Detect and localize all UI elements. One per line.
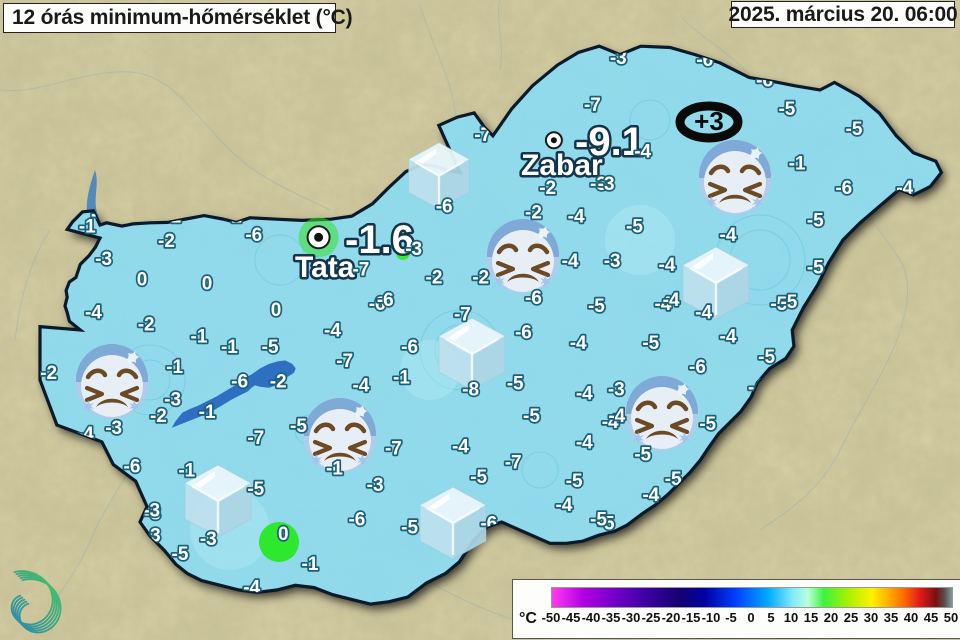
- svg-text:-1: -1: [191, 327, 208, 348]
- svg-text:Tata: Tata: [295, 251, 355, 284]
- svg-text:0: 0: [137, 270, 148, 291]
- svg-text:-5: -5: [262, 337, 279, 358]
- svg-text:+3: +3: [694, 106, 724, 136]
- svg-text:-4: -4: [634, 142, 651, 163]
- svg-text:-5: -5: [846, 119, 863, 140]
- svg-text:-3: -3: [604, 251, 621, 272]
- svg-text:-5: -5: [780, 292, 797, 313]
- svg-text:-2: -2: [426, 267, 443, 288]
- svg-text:-4: -4: [556, 495, 573, 516]
- svg-text:-4: -4: [562, 251, 579, 272]
- svg-text:-6: -6: [401, 337, 418, 358]
- svg-text:-4: -4: [576, 384, 593, 405]
- svg-text:-7: -7: [247, 428, 264, 449]
- svg-text:-4: -4: [568, 207, 585, 228]
- svg-text:-2: -2: [150, 406, 167, 427]
- svg-text:-2: -2: [472, 267, 489, 288]
- svg-text:-3: -3: [367, 475, 384, 496]
- svg-text:-6: -6: [245, 225, 262, 246]
- svg-text:-1: -1: [221, 337, 238, 358]
- svg-text:-1: -1: [302, 554, 319, 575]
- svg-text:-4: -4: [720, 225, 737, 246]
- svg-text:-4: -4: [659, 255, 676, 276]
- svg-text:-2: -2: [525, 202, 542, 223]
- svg-text:-5: -5: [588, 296, 605, 317]
- svg-text:-4: -4: [452, 436, 469, 457]
- svg-text:-5: -5: [523, 406, 540, 427]
- svg-text:-1: -1: [789, 154, 806, 175]
- svg-text:-4: -4: [720, 327, 737, 348]
- svg-text:-3: -3: [608, 380, 625, 401]
- svg-text:-5: -5: [807, 257, 824, 278]
- svg-text:-4: -4: [352, 375, 369, 396]
- svg-text:-5: -5: [290, 416, 307, 437]
- svg-text:-6: -6: [515, 323, 532, 344]
- svg-text:-3: -3: [598, 174, 615, 195]
- svg-text:-2: -2: [158, 231, 175, 252]
- svg-text:0: 0: [278, 524, 289, 545]
- svg-text:-4: -4: [570, 333, 587, 354]
- svg-text:-6: -6: [525, 288, 542, 309]
- svg-text:-5: -5: [699, 414, 716, 435]
- svg-text:-6: -6: [436, 196, 453, 217]
- svg-text:-3: -3: [200, 529, 217, 550]
- svg-text:-5: -5: [507, 373, 524, 394]
- svg-text:-5: -5: [401, 518, 418, 539]
- svg-text:-5: -5: [590, 510, 607, 531]
- svg-text:-5: -5: [566, 471, 583, 492]
- svg-text:-4: -4: [663, 290, 680, 311]
- svg-text:-3: -3: [405, 239, 422, 260]
- svg-text:-1: -1: [178, 461, 195, 482]
- svg-text:0: 0: [271, 300, 282, 321]
- svg-text:-2: -2: [138, 315, 155, 336]
- svg-text:-7: -7: [505, 453, 522, 474]
- svg-text:-6: -6: [377, 290, 394, 311]
- svg-text:-7: -7: [352, 259, 369, 280]
- svg-text:-4: -4: [324, 321, 341, 342]
- svg-text:-7: -7: [385, 438, 402, 459]
- svg-text:-7: -7: [454, 304, 471, 325]
- svg-text:-4: -4: [85, 302, 102, 323]
- svg-text:-3: -3: [105, 418, 122, 439]
- svg-text:-1: -1: [166, 357, 183, 378]
- svg-text:-3: -3: [95, 249, 112, 270]
- svg-text:-1: -1: [199, 402, 216, 423]
- svg-text:-2: -2: [539, 178, 556, 199]
- svg-text:-6: -6: [689, 357, 706, 378]
- svg-text:-2: -2: [40, 363, 57, 384]
- svg-text:-1: -1: [393, 367, 410, 388]
- svg-text:-6: -6: [231, 371, 248, 392]
- svg-text:-5: -5: [626, 217, 643, 238]
- svg-text:-4: -4: [576, 432, 593, 453]
- svg-text:-2: -2: [270, 371, 287, 392]
- svg-text:-5: -5: [172, 544, 189, 565]
- svg-text:-1.6: -1.6: [345, 218, 414, 262]
- svg-text:-4: -4: [608, 406, 625, 427]
- svg-text:-6: -6: [835, 178, 852, 199]
- svg-text:-4: -4: [642, 485, 659, 506]
- svg-text:-5: -5: [634, 445, 651, 466]
- svg-text:-5: -5: [758, 347, 775, 368]
- svg-text:-6: -6: [348, 510, 365, 531]
- svg-text:-7: -7: [336, 351, 353, 372]
- svg-text:-5: -5: [778, 99, 795, 120]
- svg-text:-1: -1: [326, 459, 343, 480]
- svg-text:-3: -3: [143, 501, 160, 522]
- svg-text:-5: -5: [247, 479, 264, 500]
- svg-text:-7: -7: [584, 95, 601, 116]
- svg-text:0: 0: [202, 274, 213, 295]
- svg-text:-5: -5: [470, 467, 487, 488]
- svg-text:-5: -5: [642, 333, 659, 354]
- svg-text:-5: -5: [807, 211, 824, 232]
- svg-text:-8: -8: [462, 380, 479, 401]
- svg-text:-4: -4: [695, 302, 712, 323]
